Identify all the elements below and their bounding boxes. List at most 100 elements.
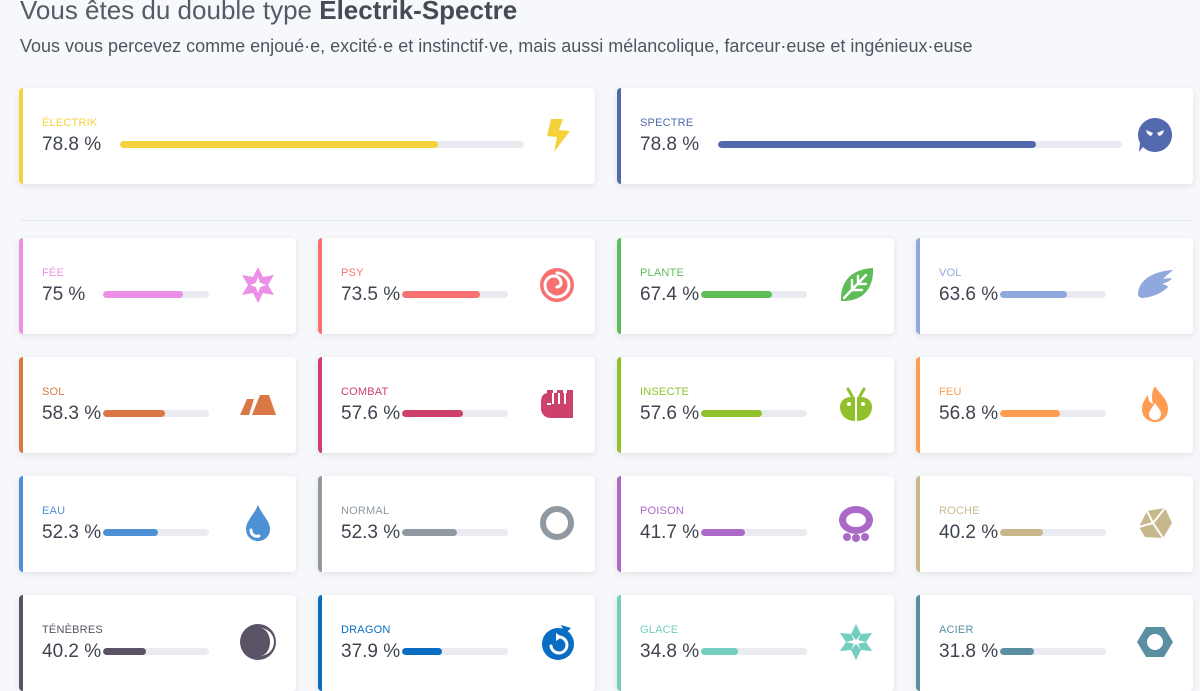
type-card-fee: FÉE 75 % bbox=[19, 238, 296, 334]
type-card-eau: EAU 52.3 % bbox=[19, 476, 296, 572]
type-percent: 52.3 % bbox=[341, 522, 401, 543]
type-percent: 63.6 % bbox=[939, 284, 999, 305]
ghost-icon bbox=[1135, 115, 1175, 155]
type-card-psy: PSY 73.5 % bbox=[318, 238, 595, 334]
type-name: GLACE bbox=[640, 624, 679, 636]
main-type-card-electrik: ÉLECTRIK 78.8 % bbox=[19, 88, 595, 184]
type-card-dragon: DRAGON 37.9 % bbox=[318, 595, 595, 691]
type-card-vol: VOL 63.6 % bbox=[916, 238, 1193, 334]
type-name: FEU bbox=[939, 386, 962, 398]
type-percent: 52.3 % bbox=[42, 522, 102, 543]
progress-track bbox=[103, 291, 209, 298]
progress-fill bbox=[1000, 410, 1061, 417]
progress-fill bbox=[103, 648, 146, 655]
type-card-plante: PLANTE 67.4 % bbox=[617, 238, 894, 334]
bug-icon bbox=[836, 384, 876, 424]
type-name: TÉNÈBRES bbox=[42, 624, 103, 636]
type-percent: 37.9 % bbox=[341, 641, 401, 662]
type-card-poison: POISON 41.7 % bbox=[617, 476, 894, 572]
poison-icon bbox=[836, 503, 876, 543]
progress-fill bbox=[402, 648, 443, 655]
type-percent: 57.6 % bbox=[341, 403, 401, 424]
type-card-insecte: INSECTE 57.6 % bbox=[617, 357, 894, 453]
progress-track bbox=[701, 529, 807, 536]
type-card-combat: COMBAT 57.6 % bbox=[318, 357, 595, 453]
progress-track bbox=[120, 141, 524, 148]
progress-fill bbox=[1000, 648, 1034, 655]
type-card-normal: NORMAL 52.3 % bbox=[318, 476, 595, 572]
progress-track bbox=[103, 648, 209, 655]
title-prefix: Vous êtes du double type bbox=[20, 0, 320, 25]
section-divider bbox=[20, 220, 1192, 221]
type-percent: 41.7 % bbox=[640, 522, 700, 543]
dark-icon bbox=[238, 622, 278, 662]
type-name: INSECTE bbox=[640, 386, 690, 398]
progress-fill bbox=[1000, 529, 1043, 536]
type-name: VOL bbox=[939, 267, 962, 279]
grass-icon bbox=[836, 265, 876, 305]
type-percent: 56.8 % bbox=[939, 403, 999, 424]
title-type-name: Electrik-Spectre bbox=[319, 0, 518, 25]
type-percent: 40.2 % bbox=[42, 641, 102, 662]
type-card-feu: FEU 56.8 % bbox=[916, 357, 1193, 453]
ice-icon bbox=[836, 622, 876, 662]
fairy-icon bbox=[238, 265, 278, 305]
progress-track bbox=[1000, 529, 1106, 536]
progress-fill bbox=[402, 291, 480, 298]
type-name: PLANTE bbox=[640, 267, 684, 279]
progress-track bbox=[1000, 291, 1106, 298]
progress-track bbox=[402, 648, 508, 655]
progress-fill bbox=[701, 529, 746, 536]
type-name: PSY bbox=[341, 267, 364, 279]
progress-track bbox=[718, 141, 1122, 148]
type-name: ÉLECTRIK bbox=[42, 117, 98, 129]
normal-icon bbox=[537, 503, 577, 543]
progress-track bbox=[103, 529, 209, 536]
progress-fill bbox=[701, 410, 763, 417]
type-name: EAU bbox=[42, 505, 66, 517]
type-percent: 57.6 % bbox=[640, 403, 700, 424]
progress-fill bbox=[701, 648, 738, 655]
type-name: FÉE bbox=[42, 267, 64, 279]
ground-icon bbox=[238, 384, 278, 424]
type-card-sol: SOL 58.3 % bbox=[19, 357, 296, 453]
progress-track bbox=[402, 529, 508, 536]
steel-icon bbox=[1135, 622, 1175, 662]
progress-fill bbox=[701, 291, 773, 298]
psychic-icon bbox=[537, 265, 577, 305]
type-percent: 58.3 % bbox=[42, 403, 102, 424]
progress-track bbox=[701, 410, 807, 417]
type-card-acier: ACIER 31.8 % bbox=[916, 595, 1193, 691]
type-percent: 78.8 % bbox=[42, 134, 102, 155]
dragon-icon bbox=[537, 622, 577, 662]
water-icon bbox=[238, 503, 278, 543]
progress-fill bbox=[402, 410, 464, 417]
type-name: ROCHE bbox=[939, 505, 980, 517]
page-title: Vous êtes du double type Electrik-Spectr… bbox=[20, 0, 517, 26]
progress-track bbox=[103, 410, 209, 417]
progress-track bbox=[402, 291, 508, 298]
type-percent: 67.4 % bbox=[640, 284, 700, 305]
progress-fill bbox=[103, 291, 183, 298]
main-type-card-spectre: SPECTRE 78.8 % bbox=[617, 88, 1193, 184]
progress-fill bbox=[718, 141, 1037, 148]
progress-fill bbox=[120, 141, 439, 148]
progress-fill bbox=[103, 410, 165, 417]
type-percent: 34.8 % bbox=[640, 641, 700, 662]
type-name: SOL bbox=[42, 386, 65, 398]
lightning-icon bbox=[537, 115, 577, 155]
type-card-roche: ROCHE 40.2 % bbox=[916, 476, 1193, 572]
progress-track bbox=[1000, 648, 1106, 655]
type-percent: 73.5 % bbox=[341, 284, 401, 305]
page-subtitle: Vous vous percevez comme enjoué·e, excit… bbox=[20, 36, 973, 56]
type-name: ACIER bbox=[939, 624, 974, 636]
progress-track bbox=[402, 410, 508, 417]
type-percent: 78.8 % bbox=[640, 134, 700, 155]
flying-icon bbox=[1135, 265, 1175, 305]
type-card-tenebres: TÉNÈBRES 40.2 % bbox=[19, 595, 296, 691]
type-percent: 40.2 % bbox=[939, 522, 999, 543]
type-name: POISON bbox=[640, 505, 684, 517]
progress-track bbox=[701, 648, 807, 655]
progress-fill bbox=[1000, 291, 1068, 298]
type-name: SPECTRE bbox=[640, 117, 694, 129]
